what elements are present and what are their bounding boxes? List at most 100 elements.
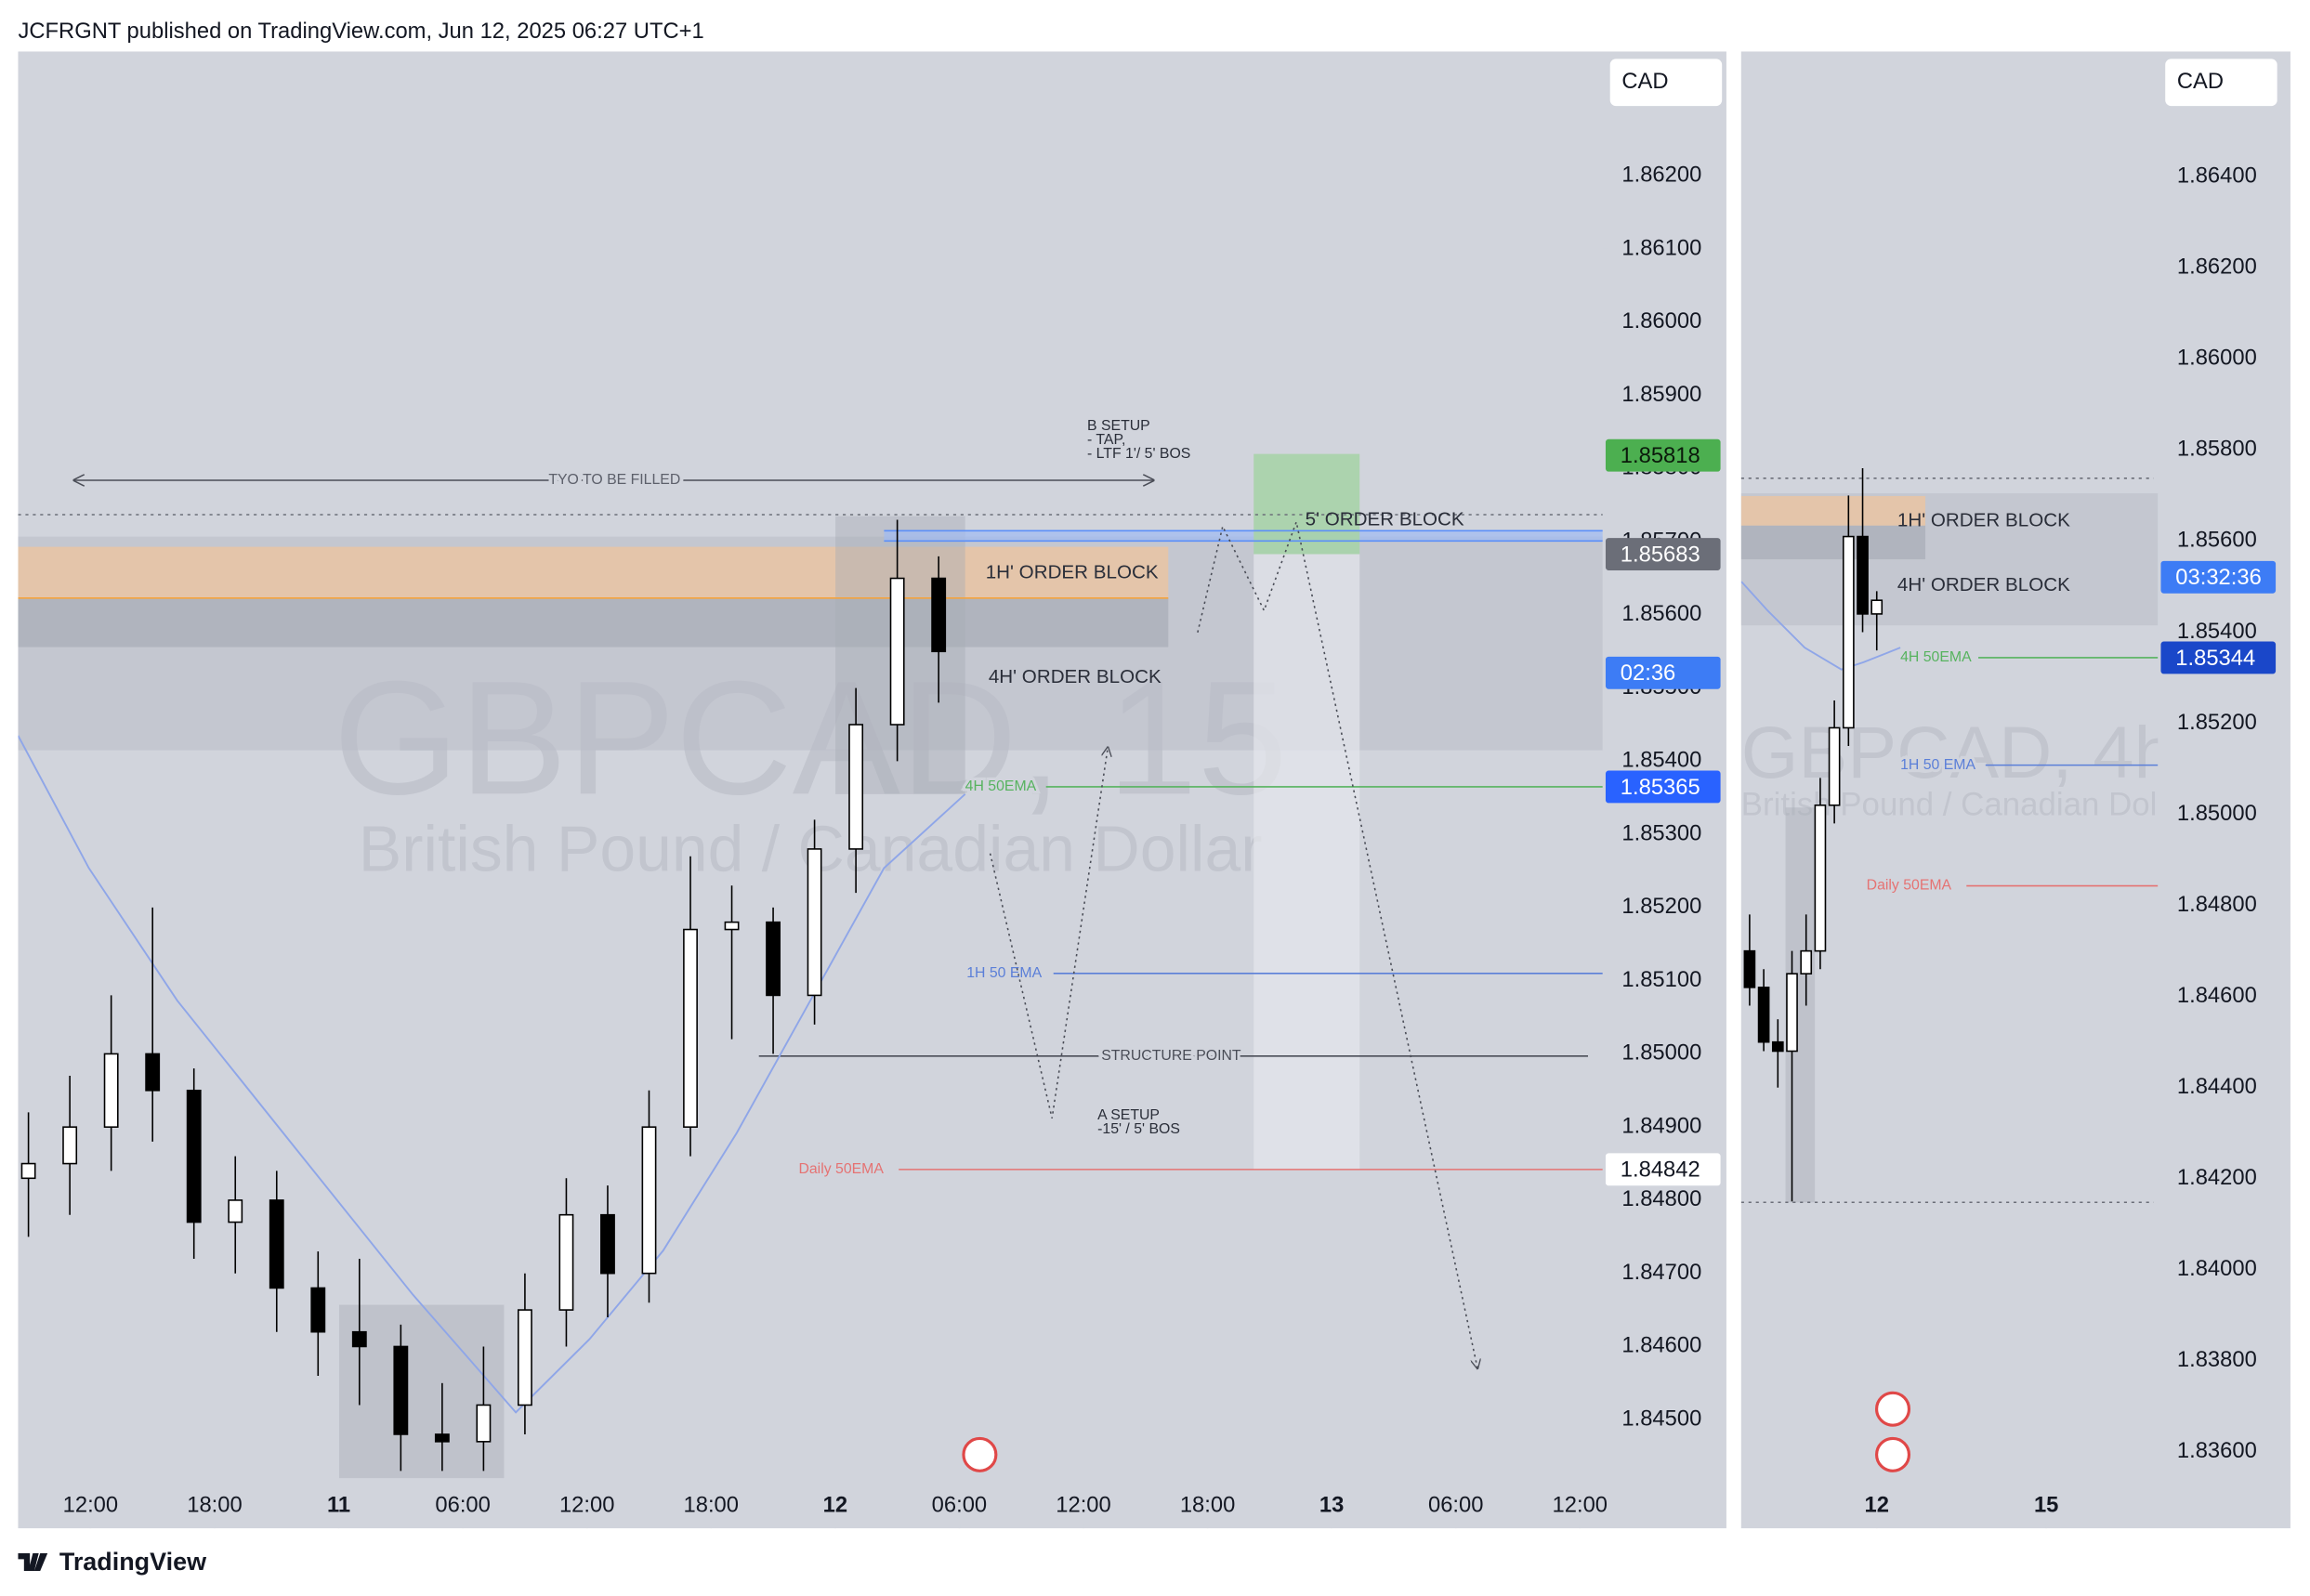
candle-body — [1857, 535, 1869, 615]
y-tick-label: 1.85000 — [1621, 1040, 1701, 1066]
price-tag — [1605, 1153, 1721, 1186]
y-tick-label: 1.84800 — [1621, 1186, 1701, 1211]
candle-body — [641, 1126, 657, 1275]
annotation-text: -15' / 5' BOS — [1097, 1121, 1180, 1137]
level-label: 4H 50EMA — [1900, 649, 1972, 665]
y-tick-label: 1.85600 — [2177, 528, 2257, 553]
y-tick-label: 1.84600 — [2177, 983, 2257, 1008]
event-icon — [1875, 1391, 1911, 1427]
x-tick-label: 06:00 — [435, 1493, 490, 1518]
candle-body — [310, 1287, 326, 1333]
candle-body — [1800, 949, 1813, 975]
zone — [1253, 554, 1360, 1170]
candle-body — [476, 1404, 492, 1443]
annotation-text: 4H' ORDER BLOCK — [989, 666, 1162, 687]
candle-body — [1743, 949, 1756, 988]
countdown-label: 02:36 — [1621, 661, 1675, 686]
price-tag-label: 1.85683 — [1621, 542, 1700, 567]
candle-body — [1814, 804, 1827, 952]
y-tick-label: 1.86200 — [1621, 163, 1701, 188]
candle-body — [269, 1199, 284, 1289]
y-tick-label: 1.84600 — [1621, 1333, 1701, 1358]
y-tick-label: 1.85000 — [2177, 801, 2257, 826]
candle-body — [889, 577, 905, 726]
y-tick-label: 1.85100 — [1621, 967, 1701, 992]
candle-body — [931, 577, 947, 653]
price-tag — [1605, 538, 1721, 570]
zone — [1740, 525, 1926, 560]
candle-body — [848, 724, 864, 850]
countdown-label: 03:32:36 — [2175, 565, 2262, 590]
candle-body — [724, 921, 740, 931]
y-tick-label: 1.85200 — [1621, 894, 1701, 919]
y-tick-label: 1.84000 — [2177, 1256, 2257, 1281]
price-tag-label: 1.84842 — [1621, 1158, 1700, 1183]
candle-body — [1771, 1040, 1784, 1053]
y-tick-label: 1.84400 — [2177, 1074, 2257, 1099]
annotation-text: - LTF 1'/ 5' BOS — [1087, 446, 1190, 462]
candle-body — [228, 1199, 243, 1223]
plot-area: GBPCAD, 15British Pound / Canadian Dolla… — [18, 418, 1603, 1479]
currency-label: CAD — [1621, 69, 1668, 94]
annotation-text: - TAP, — [1087, 432, 1125, 448]
candle-body — [62, 1126, 78, 1165]
candle-body — [434, 1433, 450, 1443]
annotation-text: 5' ORDER BLOCK — [1306, 509, 1464, 530]
annotation-text: 1H' ORDER BLOCK — [986, 561, 1159, 582]
x-tick-label: 18:00 — [187, 1493, 242, 1518]
x-tick-label: 12:00 — [63, 1493, 118, 1518]
projection-path — [1197, 519, 1477, 1368]
candle-body — [186, 1090, 202, 1223]
chart-panel: GBPCAD, 15British Pound / Canadian Dolla… — [18, 51, 1726, 1529]
projection-path — [989, 747, 1109, 1119]
y-tick-label: 1.85800 — [2177, 437, 2257, 462]
x-tick-label: 12:00 — [1553, 1493, 1608, 1518]
price-tag-label: 1.85365 — [1621, 775, 1700, 800]
logo-icon — [18, 1553, 48, 1572]
currency-box — [1609, 59, 1723, 107]
panels: GBPCAD, 15British Pound / Canadian Dolla… — [18, 51, 2290, 1529]
y-tick-label: 1.84700 — [1621, 1260, 1701, 1285]
candle-body — [558, 1213, 574, 1311]
price-tag — [1605, 770, 1721, 804]
y-tick-label: 1.85900 — [1621, 382, 1701, 407]
x-tick-label: 11 — [327, 1493, 350, 1518]
annotation-text: B SETUP — [1087, 418, 1150, 434]
arrow-label: TYO TO BE FILLED — [548, 472, 680, 488]
candle-body — [1786, 973, 1798, 1053]
zone — [338, 1304, 505, 1479]
y-tick-label: 1.83600 — [2177, 1438, 2257, 1463]
candle-body — [1828, 726, 1841, 806]
y-tick-label: 1.85400 — [1621, 748, 1701, 773]
event-icon — [962, 1436, 998, 1472]
y-tick-label: 1.85200 — [2177, 710, 2257, 735]
candle-body — [807, 848, 822, 997]
currency-label: CAD — [2177, 69, 2224, 94]
publish-header: JCFRGNT published on TradingView.com, Ju… — [18, 19, 703, 44]
candle-body — [600, 1213, 615, 1275]
candle-body — [1870, 599, 1883, 615]
annotation-text: A SETUP — [1097, 1107, 1160, 1123]
candle-body — [351, 1330, 367, 1348]
candle-body — [517, 1309, 532, 1406]
event-icon — [1875, 1436, 1911, 1472]
panel-background — [18, 51, 1726, 1529]
y-tick-label: 1.86400 — [2177, 164, 2257, 189]
y-tick-label: 1.84900 — [1621, 1113, 1701, 1138]
y-tick-label: 1.85400 — [2177, 619, 2257, 644]
x-tick-label: 18:00 — [1180, 1493, 1235, 1518]
x-tick-label: 12 — [823, 1493, 847, 1518]
y-tick-label: 1.84200 — [2177, 1165, 2257, 1190]
x-tick-label: 15 — [2034, 1493, 2058, 1518]
currency-box — [2165, 59, 2277, 107]
level-label: 1H 50 EMA — [966, 965, 1042, 981]
zone — [1253, 453, 1360, 555]
candle-body — [103, 1053, 119, 1128]
annotation-text: 1H' ORDER BLOCK — [1897, 509, 2070, 530]
level-label: 1H 50 EMA — [1900, 757, 1975, 773]
x-tick-label: 06:00 — [1428, 1493, 1483, 1518]
y-tick-label: 1.86000 — [2177, 346, 2257, 371]
moving-average — [1740, 581, 1901, 671]
